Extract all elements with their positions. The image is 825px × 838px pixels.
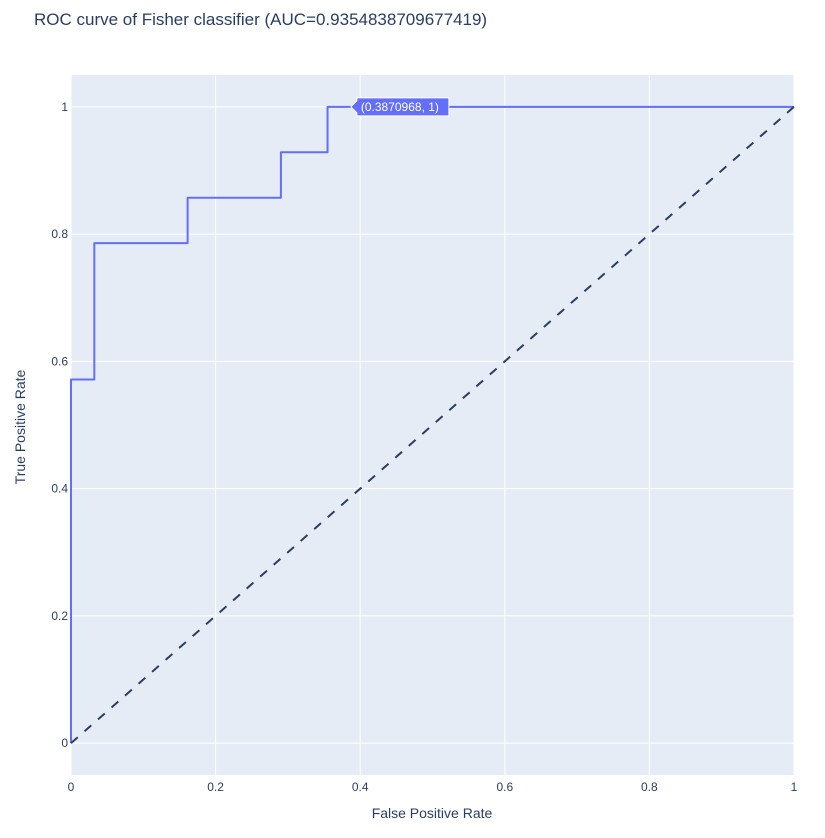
x-tick-label: 0 xyxy=(68,780,75,794)
y-tick-label: 0.4 xyxy=(51,482,68,496)
y-tick-label: 0.6 xyxy=(51,354,68,368)
hover-label-box xyxy=(350,97,450,117)
hover-layer: (0.3870968, 1) xyxy=(350,97,450,117)
grid-lines xyxy=(70,75,795,775)
x-tick-label: 0.6 xyxy=(496,780,513,794)
x-tick-label: 1 xyxy=(791,780,798,794)
hover-label-text: (0.3870968, 1) xyxy=(361,100,439,114)
y-tick-label: 0.2 xyxy=(51,609,68,623)
x-axis-title: False Positive Rate xyxy=(372,805,493,821)
tick-labels: 0 0.2 0.4 0.6 0.8 1 0 0.2 0.4 0.6 0.8 1 xyxy=(51,100,797,794)
y-tick-label: 0 xyxy=(61,736,68,750)
y-tick-label: 1 xyxy=(61,100,68,114)
x-tick-label: 0.8 xyxy=(641,780,658,794)
plot-background xyxy=(71,75,794,775)
series-layer xyxy=(70,105,795,744)
x-tick-label: 0.2 xyxy=(207,780,224,794)
y-tick-label: 0.8 xyxy=(51,227,68,241)
roc-curve-line xyxy=(70,105,794,744)
y-axis-title: True Positive Rate xyxy=(12,369,28,484)
chart-title: ROC curve of Fisher classifier (AUC=0.93… xyxy=(34,10,487,29)
x-tick-label: 0.4 xyxy=(352,780,369,794)
